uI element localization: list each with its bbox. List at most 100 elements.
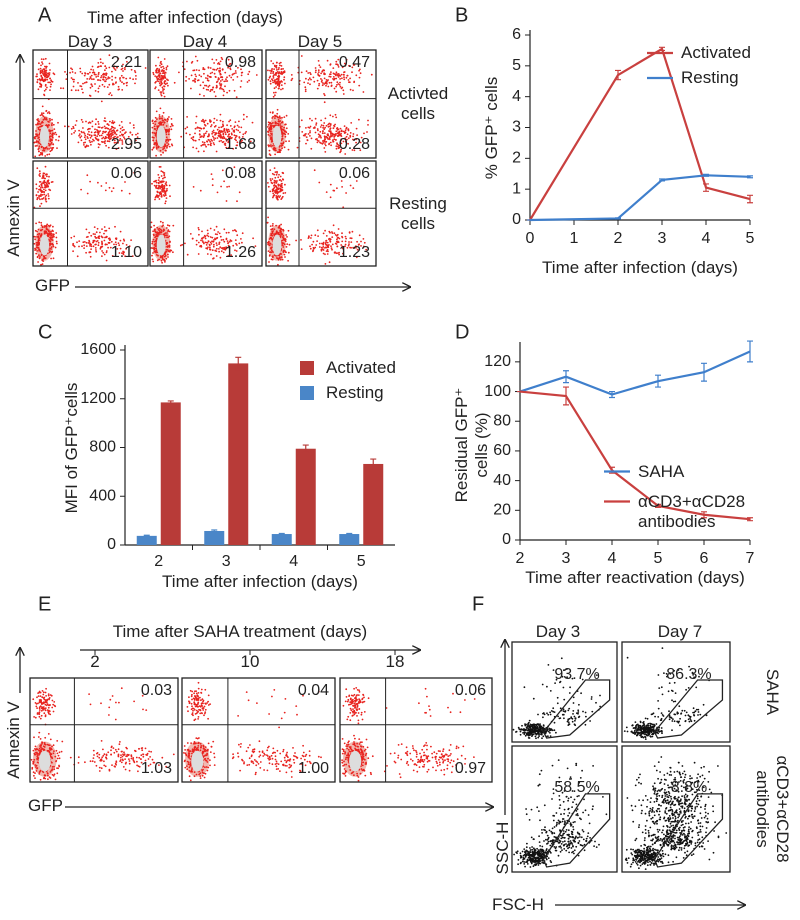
dot [307, 133, 310, 135]
dot [99, 65, 102, 67]
dot [238, 120, 240, 123]
dot [222, 88, 225, 91]
dot [207, 89, 210, 91]
dot [272, 95, 275, 98]
dot [114, 127, 116, 129]
dot [105, 754, 108, 757]
dot [203, 705, 206, 708]
dot [344, 243, 347, 246]
dot [32, 698, 35, 701]
dot [188, 770, 191, 772]
dot [187, 763, 190, 766]
dot [204, 688, 207, 691]
dense-center [272, 125, 282, 148]
dot [270, 130, 272, 133]
dot [71, 68, 74, 71]
dot [81, 88, 83, 90]
dot [207, 742, 210, 745]
dot [83, 132, 86, 135]
dot [198, 138, 201, 141]
dot [218, 130, 220, 133]
dot [45, 146, 48, 149]
dot [286, 751, 288, 754]
dot [321, 84, 324, 87]
dot [104, 189, 107, 192]
dot [170, 143, 173, 146]
dot [49, 224, 52, 227]
dot [241, 232, 244, 235]
dot [38, 136, 40, 139]
dot [281, 133, 284, 136]
dot [156, 126, 159, 128]
dot [52, 257, 55, 260]
dot [166, 144, 169, 147]
dot [342, 252, 344, 255]
dot [362, 245, 365, 248]
dot [283, 78, 285, 81]
dot [341, 240, 344, 243]
dot [338, 253, 340, 256]
dot [198, 228, 200, 231]
dot [40, 202, 43, 205]
dot [120, 754, 122, 756]
dot [123, 128, 125, 131]
dot [272, 747, 275, 750]
dot [38, 254, 40, 257]
dot [85, 245, 88, 248]
dot [144, 67, 147, 69]
dot [55, 139, 57, 141]
dot [203, 133, 205, 135]
dot [152, 139, 155, 142]
dot [165, 197, 168, 200]
dot [187, 761, 190, 764]
dot [325, 82, 328, 84]
dot [271, 182, 274, 185]
dot [206, 769, 209, 772]
dot [58, 751, 61, 754]
dot [130, 757, 133, 760]
dot [215, 237, 218, 240]
dot [344, 63, 347, 66]
dot [250, 761, 253, 763]
dot [124, 68, 126, 71]
dot [347, 142, 349, 145]
dot [114, 246, 116, 248]
dot [282, 763, 284, 766]
dot [160, 259, 163, 262]
dot [36, 250, 38, 252]
dot [268, 149, 271, 152]
x-tick-label: 4 [608, 550, 617, 567]
dot [45, 65, 48, 68]
dot [48, 144, 51, 147]
dot [36, 756, 39, 759]
dot [285, 251, 287, 254]
dot [226, 91, 229, 94]
dot [49, 119, 51, 122]
dot [279, 195, 282, 197]
dot [204, 766, 206, 769]
dot [47, 180, 49, 183]
dot [203, 68, 206, 71]
dot [164, 83, 167, 86]
dot [270, 249, 273, 252]
dot [193, 701, 196, 704]
dot [322, 126, 324, 129]
dot [226, 80, 229, 82]
dot [151, 136, 154, 139]
dot [212, 135, 214, 138]
dot [47, 193, 50, 195]
dot [335, 130, 338, 133]
dot [82, 91, 84, 94]
dot [202, 747, 205, 750]
dot [105, 72, 108, 75]
dot [215, 81, 218, 84]
dot [189, 758, 192, 760]
quadrant-value: 2.21 [111, 54, 142, 71]
dot [271, 232, 274, 235]
dot [227, 128, 230, 131]
dot [323, 93, 325, 95]
dot [279, 770, 281, 772]
dot [239, 746, 242, 748]
quadrant-value: 1.26 [225, 244, 256, 261]
dot [74, 124, 77, 126]
